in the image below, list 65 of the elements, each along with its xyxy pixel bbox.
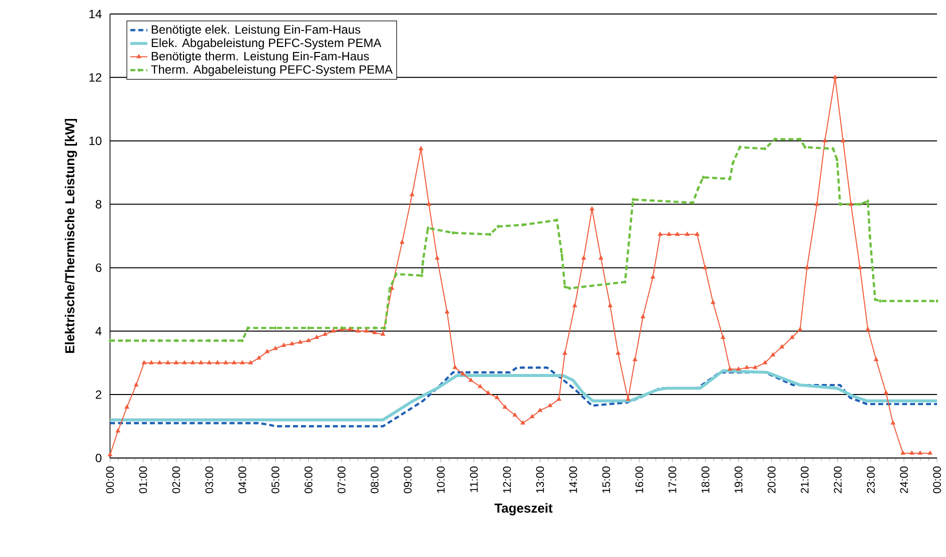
point xyxy=(878,299,882,303)
x-tick-label: 11:00 xyxy=(470,466,478,492)
point xyxy=(521,222,524,227)
point xyxy=(702,175,705,180)
point xyxy=(426,226,430,230)
point xyxy=(306,326,310,330)
y-tick-label: 12 xyxy=(89,73,102,82)
point xyxy=(568,286,572,290)
point xyxy=(274,326,277,330)
point xyxy=(798,137,802,142)
x-tick-label: 12:00 xyxy=(503,466,511,493)
x-tick-label: 14:00 xyxy=(569,466,578,493)
point xyxy=(731,161,734,165)
point xyxy=(804,145,807,150)
x-tick-label: 06:00 xyxy=(304,466,312,494)
y-axis-title: Elektrische/Thermische Leistung [kW] xyxy=(64,118,78,353)
x-tick-label: 07:00 xyxy=(338,466,346,494)
point xyxy=(738,145,742,150)
point xyxy=(936,299,939,303)
x-tick-label: 00:00 xyxy=(106,466,114,494)
x-tick-label: 09:00 xyxy=(404,466,412,494)
x-tick-label: 16:00 xyxy=(635,466,644,493)
point xyxy=(773,137,776,142)
y-tick-label: 4 xyxy=(96,327,102,336)
x-tick-label: 03:00 xyxy=(205,466,214,494)
point xyxy=(764,146,766,151)
legend-label: Elek. Abgabeleistung PEFC-System PEMA xyxy=(152,38,382,50)
y-tick-label: 14 xyxy=(89,10,102,18)
point xyxy=(624,280,627,284)
x-tick-label: 21:00 xyxy=(800,466,809,494)
y-tick-label: 10 xyxy=(89,136,102,146)
x-tick-label: 02:00 xyxy=(172,466,180,494)
legend-label: Benötigte therm. Leistung Ein-Fam-Haus xyxy=(152,52,369,63)
x-tick-label: 08:00 xyxy=(370,466,379,494)
legend-label: Benötigte elek. Leistung Ein-Fam-Haus xyxy=(152,24,360,36)
x-tick-label: 00:00 xyxy=(933,466,941,494)
y-tick-label: 2 xyxy=(96,390,102,399)
x-tick-label: 10:00 xyxy=(436,466,445,493)
point xyxy=(246,326,250,330)
point xyxy=(388,286,392,290)
x-tick-label: 04:00 xyxy=(238,466,246,494)
x-tick-label: 18:00 xyxy=(702,466,710,493)
x-tick-label: 24:00 xyxy=(900,466,908,494)
x-tick-label: 22:00 xyxy=(834,466,842,494)
point xyxy=(696,186,700,190)
point xyxy=(832,146,835,151)
point xyxy=(874,297,877,302)
x-tick-label: 15:00 xyxy=(602,466,610,493)
x-tick-label: 17:00 xyxy=(668,466,676,493)
x-tick-label: 19:00 xyxy=(734,466,742,493)
y-tick-label: 0 xyxy=(96,454,102,462)
x-tick-label: 23:00 xyxy=(866,466,875,494)
point xyxy=(866,199,870,204)
y-tick-label: 6 xyxy=(96,263,102,272)
x-axis-title: Tageszeit xyxy=(494,503,552,516)
point xyxy=(632,198,634,202)
y-tick-label: 8 xyxy=(96,200,102,209)
x-tick-label: 01:00 xyxy=(139,466,147,494)
point xyxy=(488,232,492,236)
x-tick-label: 20:00 xyxy=(768,466,776,494)
x-tick-label: 05:00 xyxy=(272,466,280,494)
point xyxy=(563,284,566,289)
point xyxy=(394,272,398,276)
legend-label: Therm. Abgabeleistung PEFC-System PEMA xyxy=(151,64,393,76)
x-tick-label: 13:00 xyxy=(536,466,544,493)
